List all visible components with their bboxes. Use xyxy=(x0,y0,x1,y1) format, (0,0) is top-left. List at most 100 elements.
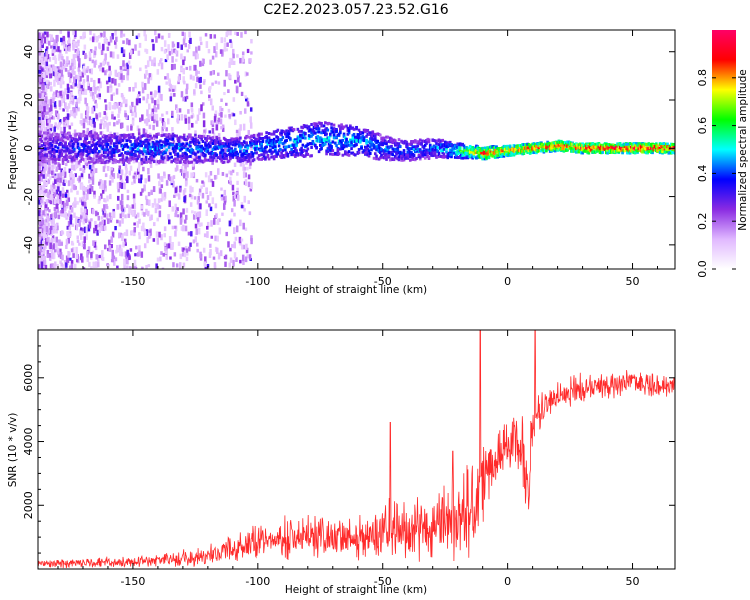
spectrogram-ridge-cell xyxy=(335,129,338,133)
spectrogram-ridge-cell xyxy=(280,156,283,160)
spectrogram-noise-cell xyxy=(148,73,152,78)
spectrogram-noise-cell xyxy=(86,106,90,114)
spectrogram-ridge-cell xyxy=(339,131,342,135)
spectrogram-noise-cell xyxy=(139,177,143,184)
spectrogram-noise-cell xyxy=(44,173,47,180)
spectrogram-ridge-cell xyxy=(291,143,295,147)
spectrogram-noise-cell xyxy=(159,59,162,64)
spectrogram-noise-cell xyxy=(46,54,50,60)
spectrogram-noise-cell xyxy=(84,52,87,60)
spectrogram-noise-cell xyxy=(93,124,96,132)
spectrogram-ridge-cell xyxy=(194,142,197,146)
spectrogram-ridge-cell xyxy=(139,136,142,140)
spectrogram-noise-cell xyxy=(112,51,115,59)
spectrogram-noise-cell xyxy=(108,212,112,217)
spectrogram-ridge-cell xyxy=(155,140,159,144)
spectrogram-noise-cell xyxy=(199,150,203,157)
spectrogram-ridge-cell xyxy=(89,156,92,160)
spectrogram-noise-cell xyxy=(118,220,122,227)
spectrogram-noise-cell xyxy=(38,259,41,265)
spectrogram-noise-cell xyxy=(60,230,64,235)
spectrogram-noise-cell xyxy=(147,264,151,268)
spectrogram-ridge-cell xyxy=(265,139,268,143)
spectrogram-noise-cell xyxy=(65,60,69,67)
spectrogram-ridge-cell xyxy=(310,134,313,138)
spectrogram-noise-cell xyxy=(249,161,252,166)
spectrogram-ridge-cell xyxy=(61,133,65,137)
spectrogram-noise-cell xyxy=(83,31,86,36)
spectrogram-noise-cell xyxy=(208,86,211,93)
spectrogram-ridge-cell xyxy=(307,125,311,129)
spectrogram-noise-cell xyxy=(249,187,253,192)
spectrogram-noise-cell xyxy=(198,192,201,196)
spectrogram-noise-cell xyxy=(116,102,119,109)
spectrogram-noise-cell xyxy=(78,220,81,227)
spectrogram-ridge-cell xyxy=(331,140,335,144)
spectrogram-noise-cell xyxy=(156,69,160,75)
spectrogram-noise-cell xyxy=(39,99,42,105)
spectrogram-ridge-cell xyxy=(185,157,188,161)
spectrogram-noise-cell xyxy=(168,176,172,182)
spectrogram-ridge-cell xyxy=(281,149,285,153)
spectrogram-noise-cell xyxy=(138,235,141,240)
spectrogram-noise-cell xyxy=(38,41,41,48)
spectrogram-noise-cell xyxy=(163,191,167,199)
spectrogram-noise-cell xyxy=(79,35,83,40)
spectrogram-noise-cell xyxy=(202,181,206,188)
spectrogram-noise-cell xyxy=(131,210,135,217)
spectrogram-noise-cell xyxy=(50,124,53,129)
spectrogram-ridge-cell xyxy=(337,141,341,145)
spectrogram-noise-cell xyxy=(233,212,236,217)
spectrogram-ridge-cell xyxy=(86,157,90,161)
spectrogram-noise-cell xyxy=(126,125,129,131)
spectrogram-noise-cell xyxy=(60,69,64,77)
spectrogram-noise-cell xyxy=(41,120,45,125)
spectrogram-noise-cell xyxy=(89,49,93,54)
spectrogram-noise-cell xyxy=(110,94,114,101)
spectrogram-ridge-cell xyxy=(75,140,79,144)
spectrogram-noise-cell xyxy=(160,251,163,255)
spectrogram-noise-cell xyxy=(183,56,186,61)
figure-title: C2E2.2023.057.23.52.G16 xyxy=(263,2,448,18)
spectrogram-noise-cell xyxy=(151,39,154,43)
spectrogram-ridge-cell xyxy=(340,123,343,127)
spectrogram-ridge-cell xyxy=(270,132,273,136)
spectrogram-noise-cell xyxy=(206,231,209,238)
spectrogram-ridge-cell xyxy=(383,156,387,160)
spectrogram-ridge-cell xyxy=(59,138,62,142)
spectrogram-noise-cell xyxy=(70,62,74,67)
spectrogram-noise-cell xyxy=(81,212,85,219)
spectrogram-noise-cell xyxy=(133,209,137,217)
spectrogram-noise-cell xyxy=(127,60,131,65)
spectrogram-noise-cell xyxy=(168,78,171,84)
spectrogram-ridge-cell xyxy=(47,158,51,162)
spectrogram-noise-cell xyxy=(101,250,104,257)
spectrogram-noise-cell xyxy=(46,253,50,258)
spectrogram-ridge-cell xyxy=(385,157,388,161)
spectrogram-noise-cell xyxy=(67,197,71,202)
spectrogram-noise-cell xyxy=(125,167,128,174)
spectrogram-ridge-cell xyxy=(142,158,146,162)
spectrogram-noise-cell xyxy=(40,105,44,110)
spectrogram-ridge-cell xyxy=(60,142,64,146)
spectrogram-noise-cell xyxy=(53,264,56,269)
spectrogram-noise-cell xyxy=(246,97,250,102)
spectrogram-noise-cell xyxy=(156,257,160,262)
spectrogram-noise-cell xyxy=(215,42,219,50)
spectrogram-noise-cell xyxy=(209,98,213,106)
spectrogram-noise-cell xyxy=(79,182,83,190)
spectrogram-ridge-cell xyxy=(104,137,107,141)
spectrogram-noise-cell xyxy=(134,44,137,51)
spectrogram-noise-cell xyxy=(80,113,83,119)
spectrogram-noise-cell xyxy=(109,51,113,58)
spectrogram-noise-cell xyxy=(53,79,56,87)
spectrogram-noise-cell xyxy=(38,75,41,82)
spectrogram-noise-cell xyxy=(38,174,41,182)
spectrogram-ridge-cell xyxy=(330,126,333,130)
spectrogram-noise-cell xyxy=(152,186,156,193)
spectrogram-noise-cell xyxy=(62,91,66,99)
spectrogram-noise-cell xyxy=(158,181,161,187)
spectrogram-noise-cell xyxy=(51,49,55,54)
spectrogram-ridge-cell xyxy=(436,154,440,158)
spectrogram-ridge-cell xyxy=(416,147,420,151)
